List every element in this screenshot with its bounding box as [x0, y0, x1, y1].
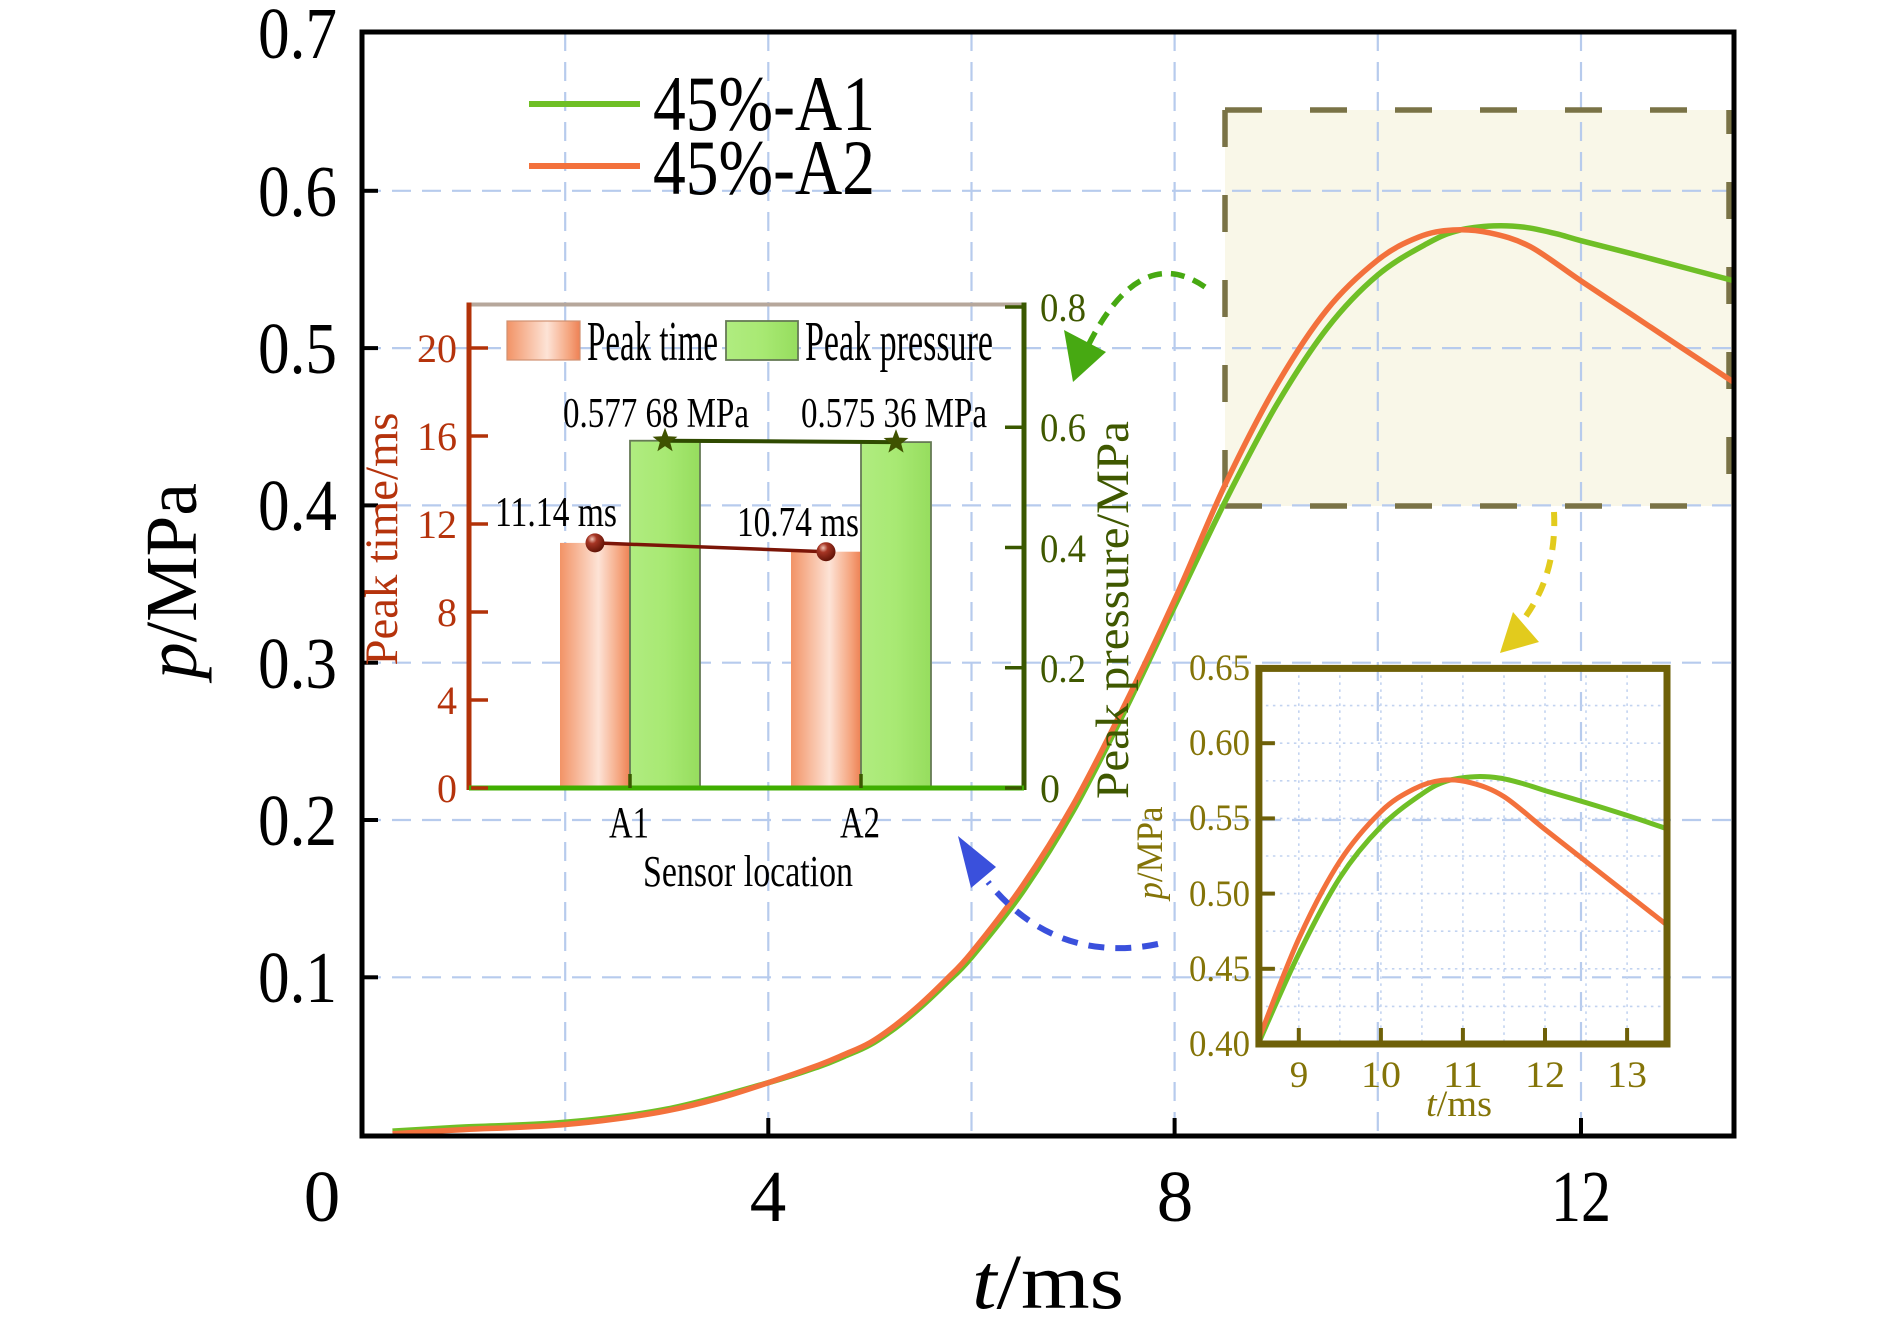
svg-text:0: 0 — [1040, 766, 1060, 811]
svg-text:13: 13 — [1607, 1055, 1647, 1096]
svg-text:10: 10 — [1361, 1055, 1401, 1096]
svg-text:12: 12 — [417, 502, 457, 547]
svg-text:45%-A2: 45%-A2 — [653, 124, 875, 211]
svg-text:20: 20 — [417, 326, 457, 371]
svg-text:0.2: 0.2 — [258, 780, 337, 861]
svg-text:0.4: 0.4 — [1040, 526, 1086, 571]
svg-text:0.3: 0.3 — [258, 623, 337, 704]
svg-text:8: 8 — [1157, 1156, 1194, 1237]
svg-text:9: 9 — [1290, 1055, 1309, 1096]
svg-text:0.8: 0.8 — [1040, 285, 1086, 330]
svg-text:0.45: 0.45 — [1189, 949, 1250, 990]
svg-text:0.577 68 MPa: 0.577 68 MPa — [563, 391, 749, 437]
svg-text:12: 12 — [1525, 1055, 1565, 1096]
svg-text:0.7: 0.7 — [258, 0, 337, 74]
svg-text:0.40: 0.40 — [1189, 1024, 1250, 1065]
svg-text:16: 16 — [417, 414, 457, 459]
svg-text:Sensor location: Sensor location — [643, 847, 853, 896]
svg-text:0.6: 0.6 — [1040, 405, 1086, 450]
svg-text:0: 0 — [437, 766, 457, 811]
svg-text:10.74 ms: 10.74 ms — [737, 500, 859, 546]
svg-text:0.5: 0.5 — [258, 308, 337, 389]
svg-text:0.1: 0.1 — [258, 937, 337, 1018]
svg-text:0: 0 — [304, 1156, 341, 1237]
svg-text:0.50: 0.50 — [1189, 874, 1250, 915]
svg-text:0.55: 0.55 — [1189, 798, 1250, 839]
svg-text:Peak time/ms: Peak time/ms — [356, 413, 408, 666]
svg-text:0.60: 0.60 — [1189, 723, 1250, 764]
svg-text:4: 4 — [750, 1156, 787, 1237]
svg-text:A2: A2 — [840, 798, 880, 847]
svg-text:12: 12 — [1551, 1156, 1611, 1237]
svg-text:0.6: 0.6 — [258, 151, 337, 232]
svg-text:0.2: 0.2 — [1040, 646, 1086, 691]
svg-text:t/ms: t/ms — [1426, 1084, 1492, 1125]
svg-text:4: 4 — [437, 678, 457, 723]
svg-text:45%-A1: 45%-A1 — [653, 60, 875, 147]
svg-text:8: 8 — [437, 590, 457, 635]
svg-text:11: 11 — [1443, 1055, 1483, 1096]
svg-text:A1: A1 — [609, 798, 649, 847]
svg-text:p/MPa: p/MPa — [131, 483, 212, 684]
svg-text:Peak pressure: Peak pressure — [805, 311, 993, 373]
svg-text:0.65: 0.65 — [1189, 648, 1250, 689]
svg-text:0.575 36 MPa: 0.575 36 MPa — [801, 391, 987, 437]
svg-text:t/ms: t/ms — [972, 1238, 1124, 1325]
svg-text:Peak time: Peak time — [587, 311, 718, 373]
svg-text:0.4: 0.4 — [258, 465, 337, 546]
svg-text:Peak pressure/MPa: Peak pressure/MPa — [1087, 421, 1139, 799]
svg-text:p/MPa: p/MPa — [1130, 807, 1171, 903]
svg-text:11.14 ms: 11.14 ms — [495, 490, 617, 536]
